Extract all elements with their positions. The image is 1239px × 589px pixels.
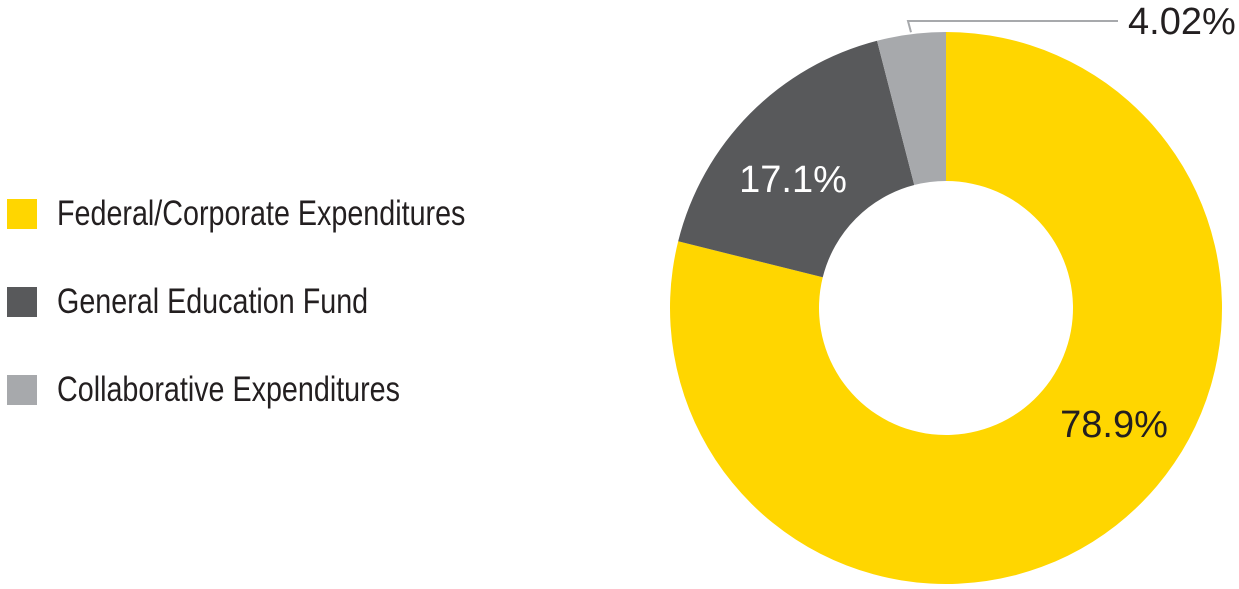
legend-item-general-education: General Education Fund: [7, 282, 436, 322]
slice-general-education: [678, 40, 915, 278]
legend-label-federal-corporate: Federal/Corporate Expenditures: [57, 194, 466, 233]
slice-label-general-education: 17.1%: [739, 159, 847, 201]
legend-swatch-general-education: [7, 287, 37, 317]
slice-label-collaborative: 4.02%: [1128, 1, 1236, 43]
leader-line: [906, 20, 1118, 33]
slice-collaborative: [877, 32, 946, 186]
legend-item-collaborative: Collaborative Expenditures: [7, 370, 475, 410]
slice-federal-corporate: [670, 32, 1222, 584]
legend-swatch-federal-corporate: [7, 199, 37, 229]
legend-label-collaborative: Collaborative Expenditures: [57, 370, 401, 409]
donut-slices: [670, 32, 1222, 584]
legend-label-general-education: General Education Fund: [57, 282, 369, 321]
callout-group: [906, 20, 1118, 33]
slice-label-federal-corporate: 78.9%: [1060, 404, 1168, 446]
legend-item-federal-corporate: Federal/Corporate Expenditures: [7, 194, 555, 234]
legend-swatch-collaborative: [7, 375, 37, 405]
